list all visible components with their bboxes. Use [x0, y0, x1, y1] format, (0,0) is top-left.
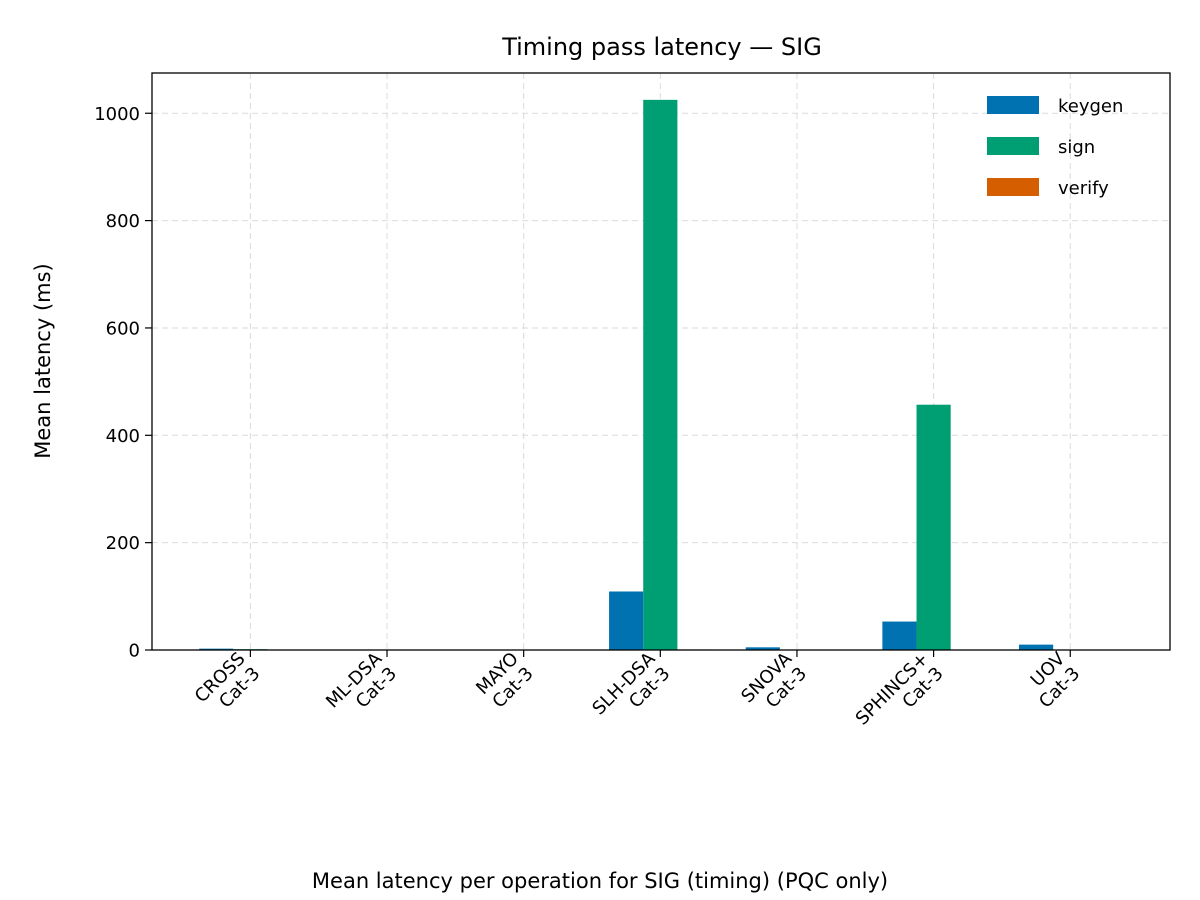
bar-keygen [199, 648, 234, 650]
bar-sign [643, 99, 678, 650]
chart-title: Timing pass latency — SIG [501, 33, 822, 61]
y-tick-label: 0 [129, 641, 140, 662]
figure-caption: Mean latency per operation for SIG (timi… [312, 869, 888, 893]
legend-swatch-verify [987, 178, 1039, 196]
y-tick-label: 200 [106, 533, 140, 554]
y-tick-label: 800 [106, 211, 140, 232]
y-axis-label: Mean latency (ms) [31, 263, 55, 459]
axes-frame [151, 72, 1171, 651]
legend-swatch-sign [987, 137, 1039, 155]
bar-keygen [882, 621, 917, 650]
y-tick-label: 1000 [94, 104, 140, 125]
legend-label-sign: sign [1058, 137, 1095, 158]
bar-sign [916, 404, 951, 650]
legend-label-keygen: keygen [1058, 96, 1123, 117]
bar-keygen [609, 591, 644, 650]
bar-keygen [1019, 644, 1054, 650]
legend-swatch-keygen [987, 96, 1039, 114]
legend-label-verify: verify [1058, 178, 1109, 199]
bar-keygen [745, 647, 780, 650]
y-tick-label: 400 [106, 426, 140, 447]
y-tick-label: 600 [106, 318, 140, 339]
